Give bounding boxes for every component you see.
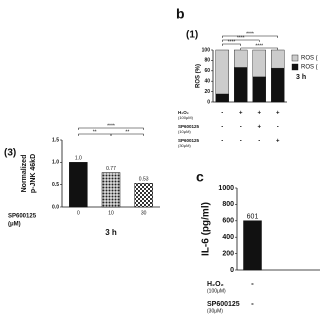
x-tick-label: 30 xyxy=(141,210,147,216)
y-tick-label: 1.5 xyxy=(52,137,59,143)
value-label: 0.77 xyxy=(106,166,116,172)
condition-sign: - xyxy=(221,139,223,145)
bar-segment xyxy=(215,49,229,95)
condition-sign: - xyxy=(251,299,254,308)
panel-label: b xyxy=(176,6,185,22)
bar xyxy=(69,162,88,208)
bar xyxy=(134,183,153,208)
condition-sublabel: (10μM) xyxy=(178,129,191,134)
legend-label: ROS ( xyxy=(301,65,318,71)
condition-sign: + xyxy=(257,125,261,131)
significance-label: ** xyxy=(125,129,129,135)
y-tick-label: 0.0 xyxy=(52,204,59,210)
panel-label: c xyxy=(196,169,204,185)
value-label: 601 xyxy=(247,214,259,221)
bar-segment xyxy=(234,49,248,68)
y-tick-label: 0 xyxy=(207,99,210,105)
significance-label: ** xyxy=(93,129,97,135)
significance-bracket xyxy=(110,133,144,136)
condition-sign: + xyxy=(276,111,280,117)
legend-swatch xyxy=(291,63,299,71)
legend-label: ROS ( xyxy=(301,56,318,62)
condition-sign: - xyxy=(240,125,242,131)
panel-label: (1) xyxy=(186,30,198,41)
significance-bracket xyxy=(240,47,278,50)
condition-sign: + xyxy=(239,111,243,117)
condition-label: SP600125 xyxy=(178,124,200,129)
significance-label: **** xyxy=(246,31,254,37)
significance-label: **** xyxy=(237,35,245,41)
y-tick-label: 1000 xyxy=(218,185,234,192)
condition-sign: - xyxy=(240,139,242,145)
bar-segment xyxy=(271,49,285,69)
condition-sign: - xyxy=(221,125,223,131)
annotation: 3 h xyxy=(105,228,117,237)
x-axis-label: SP600125 xyxy=(8,214,37,220)
y-tick-label: 800 xyxy=(222,201,234,208)
y-tick-label: 0.5 xyxy=(52,182,59,188)
y-tick-label: 40 xyxy=(204,79,210,85)
bar-segment xyxy=(252,49,266,78)
x-tick-label: 10 xyxy=(108,210,114,216)
bar xyxy=(101,172,121,208)
condition-label: H₂O₂ xyxy=(178,110,189,115)
y-axis-label: p-JNK 46kD xyxy=(30,154,37,193)
condition-sign: - xyxy=(251,279,254,288)
x-axis-label: (μM) xyxy=(8,222,21,228)
y-tick-label: 200 xyxy=(222,250,234,257)
bar-segment xyxy=(271,67,285,103)
significance-bracket xyxy=(78,127,144,130)
value-label: 1.0 xyxy=(75,156,82,162)
condition-label: H₂O₂ xyxy=(207,281,224,288)
bar xyxy=(243,220,262,271)
condition-sublabel: (100μM) xyxy=(207,288,226,294)
y-tick-label: 600 xyxy=(222,218,234,225)
significance-label: **** xyxy=(107,123,115,129)
significance-bracket xyxy=(222,43,241,46)
y-tick-label: 20 xyxy=(204,89,210,95)
condition-sublabel: (30μM) xyxy=(207,308,223,314)
y-tick-label: 100 xyxy=(202,47,211,53)
significance-label: **** xyxy=(228,39,236,45)
condition-sign: + xyxy=(276,139,280,145)
x-tick-label: 0 xyxy=(77,210,80,216)
panel-label: (3) xyxy=(4,148,16,159)
significance-label: **** xyxy=(255,43,263,49)
y-axis-label: ROS (%) xyxy=(196,64,202,88)
y-tick-label: 0 xyxy=(230,267,234,274)
condition-sign: - xyxy=(258,139,260,145)
y-tick-label: 60 xyxy=(204,68,210,74)
bar-segment xyxy=(215,93,229,103)
condition-sign: - xyxy=(221,111,223,117)
significance-bracket xyxy=(222,35,278,38)
value-label: 0.53 xyxy=(139,177,149,183)
y-tick-label: 80 xyxy=(204,58,210,64)
significance-bracket xyxy=(222,39,260,42)
bar-segment xyxy=(252,76,266,103)
y-axis-label: Normalized xyxy=(21,155,28,193)
bar-segment xyxy=(234,67,248,103)
condition-sign: + xyxy=(257,111,261,117)
condition-sign: - xyxy=(277,125,279,131)
y-tick-label: 400 xyxy=(222,234,234,241)
condition-label: SP600125 xyxy=(178,138,200,143)
annotation: 3 h xyxy=(296,74,306,81)
y-tick-label: 1.0 xyxy=(52,160,59,166)
condition-sublabel: (100μM) xyxy=(178,115,194,120)
condition-label: SP600125 xyxy=(207,301,240,308)
condition-sublabel: (30μM) xyxy=(178,143,191,148)
legend-swatch xyxy=(291,54,299,62)
y-axis-label: IL-6 (pg/ml) xyxy=(201,202,212,256)
